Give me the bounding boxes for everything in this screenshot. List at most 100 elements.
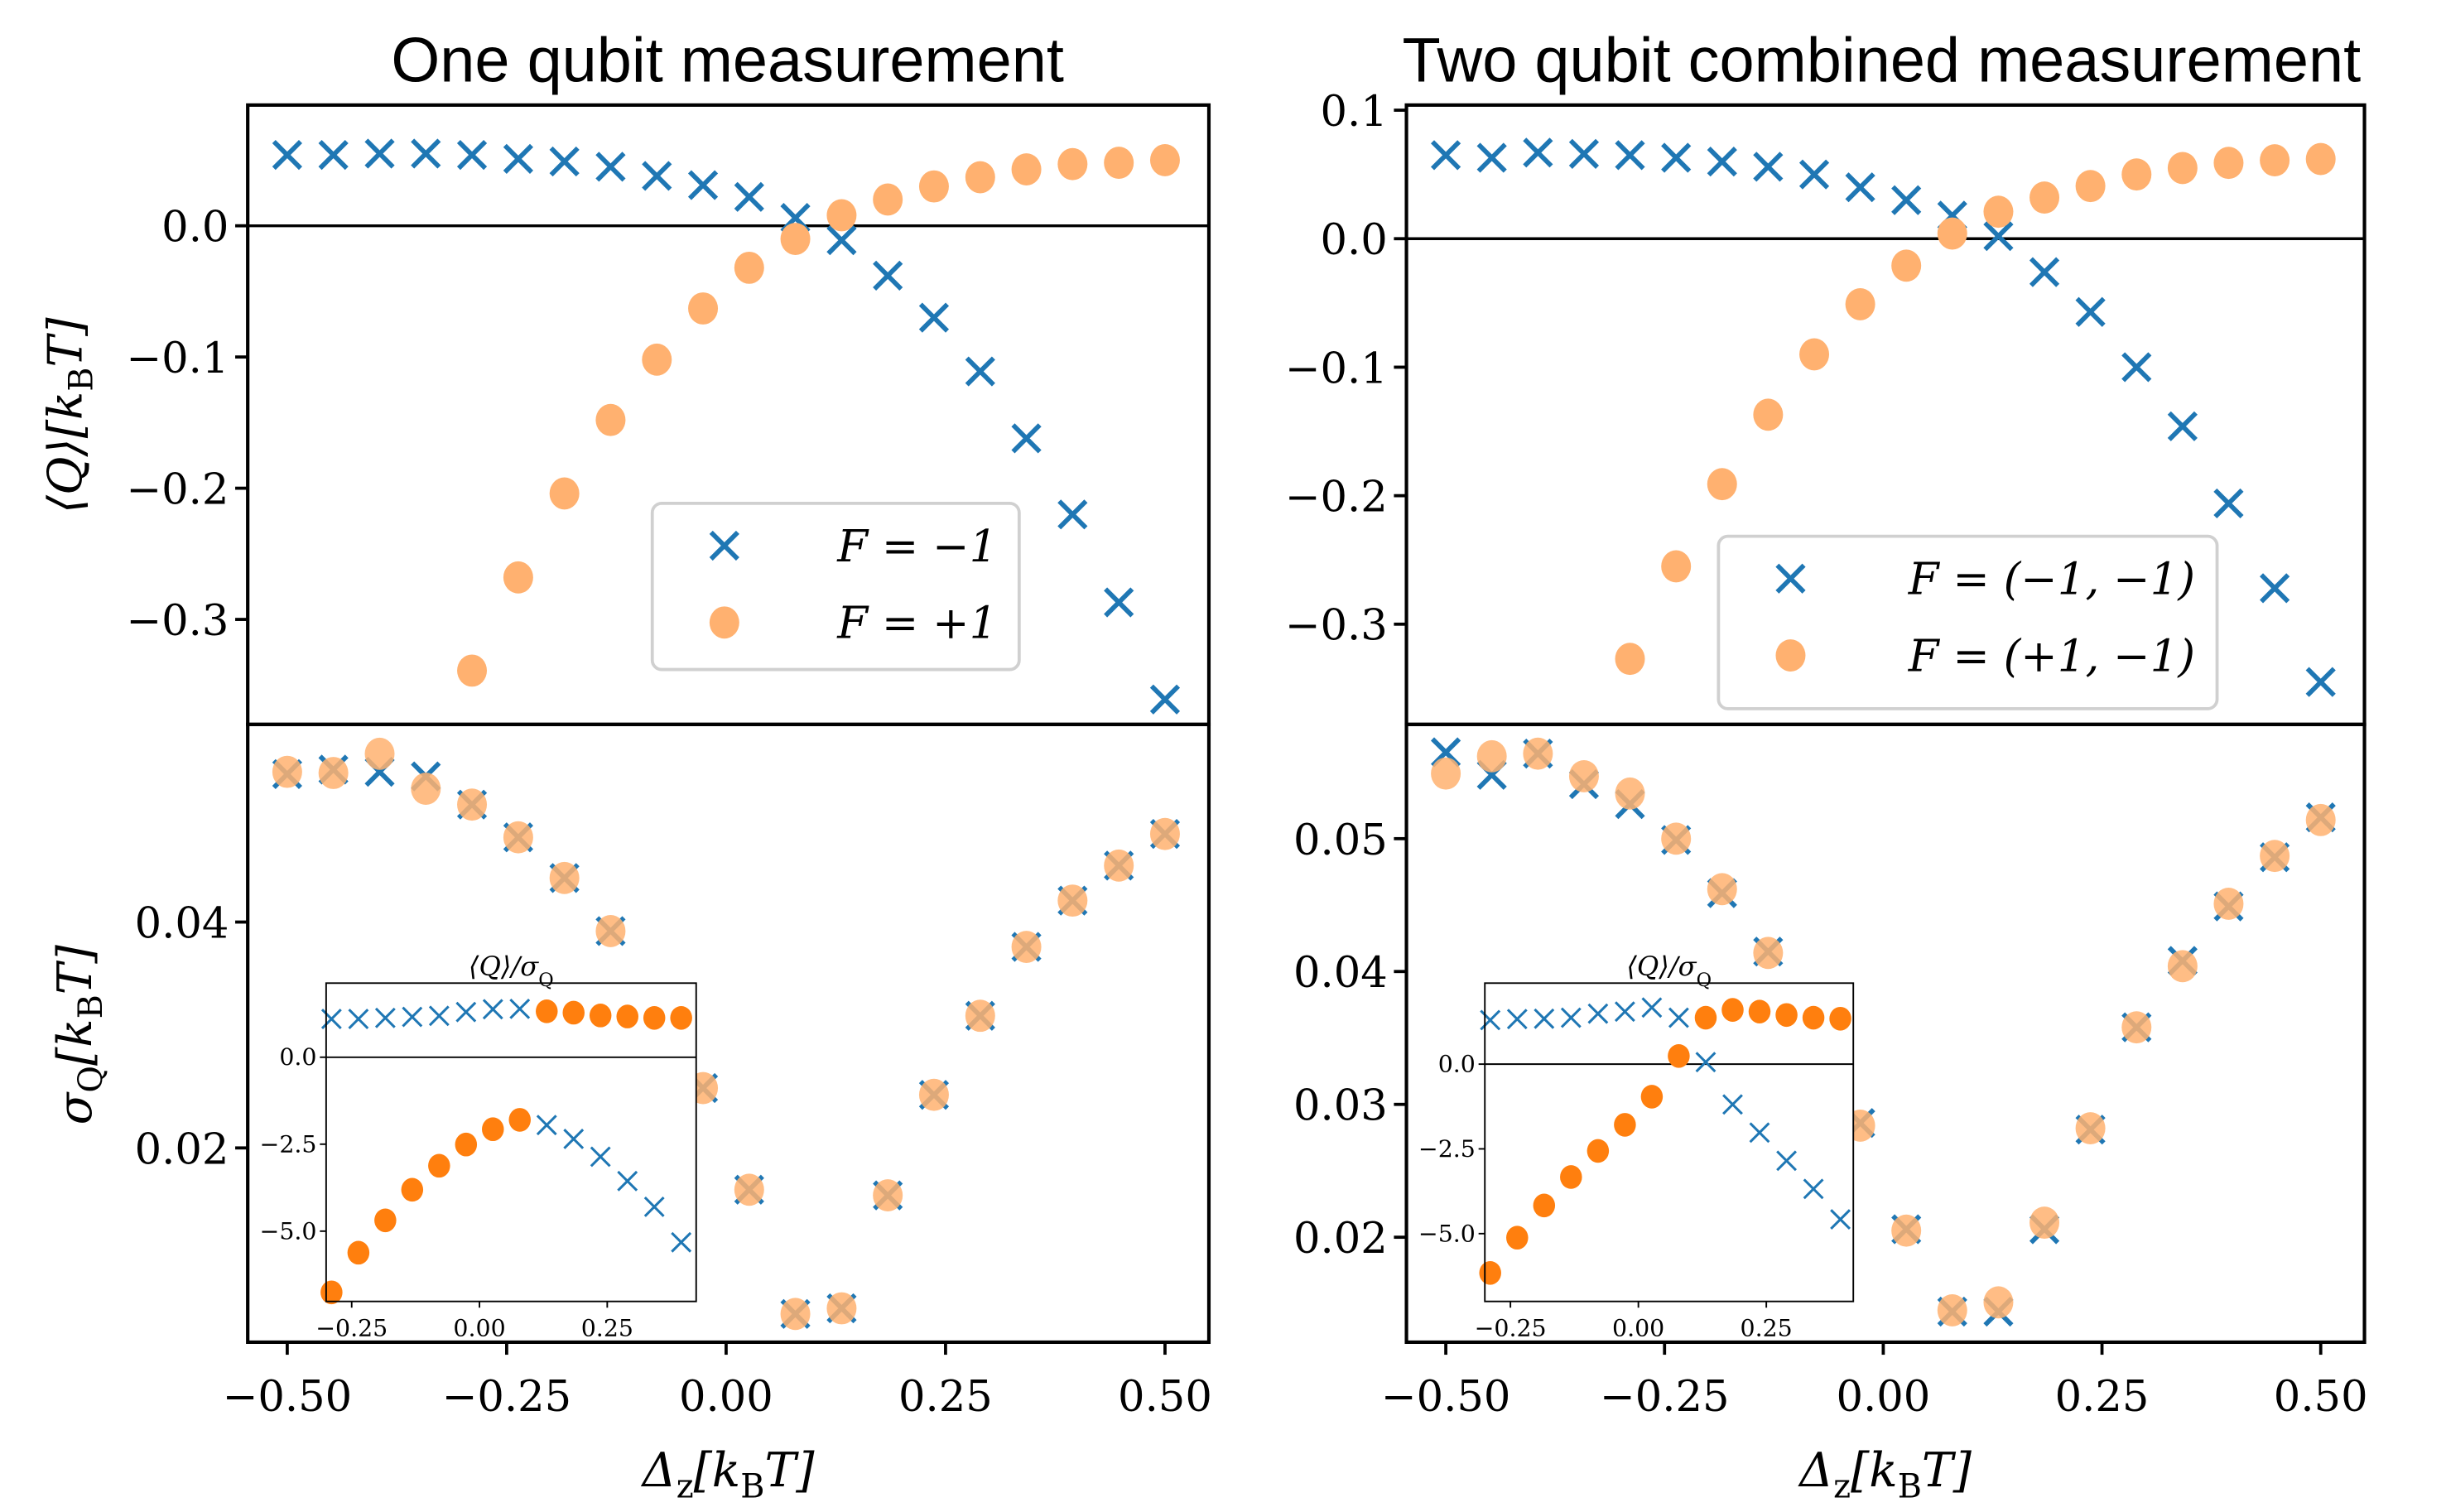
x-tick-label: −0.25 [442, 1373, 572, 1422]
legend-marker [1775, 639, 1806, 672]
series-x-markers [1430, 137, 2336, 697]
data-point [1104, 147, 1134, 180]
label-subscript: B [72, 994, 110, 1018]
inset-background [1485, 983, 1854, 1302]
inset-title: ⟨Q⟩/σQ​ [469, 951, 554, 991]
y-tick-label: 0.04 [135, 899, 229, 948]
y-axis-label-std: σQ​[kB​T] [48, 944, 110, 1124]
data-point [1845, 287, 1875, 320]
y-tick-label: 0.03 [1293, 1082, 1388, 1131]
x-tick-label: 0.50 [1118, 1373, 1212, 1422]
data-point [1798, 159, 1830, 190]
label-part: T] [38, 317, 93, 368]
x-tick-label: 0.00 [679, 1373, 773, 1422]
data-point [549, 477, 580, 510]
data-point [1476, 739, 1507, 773]
legend-label: F = −1 [836, 521, 997, 572]
data-point [320, 1009, 342, 1029]
data-point [2213, 488, 2244, 519]
data-point [670, 1005, 692, 1030]
data-point [1615, 140, 1645, 171]
data-point [2260, 144, 2290, 177]
data-point [1149, 144, 1180, 176]
y-tick-label: −5.0 [1418, 1220, 1476, 1247]
data-point [1149, 817, 1180, 850]
data-point [590, 1146, 611, 1168]
inset-x-tick-label: −0.25 [1475, 1314, 1547, 1341]
data-point [734, 251, 764, 284]
x-tick-label: −0.50 [223, 1373, 353, 1422]
data-point [1011, 423, 1042, 454]
data-point [918, 1078, 949, 1111]
label-part: [k [694, 1443, 741, 1498]
inset-axes: 0.0 −2.5 −5.0 [1418, 982, 1855, 1303]
inset-x-tick-label: 0.00 [1612, 1314, 1664, 1341]
data-point [2121, 1011, 2152, 1044]
data-point [780, 223, 811, 255]
data-point [318, 139, 349, 171]
data-point [734, 181, 764, 212]
data-point [2213, 147, 2244, 180]
data-point [1615, 643, 1645, 676]
data-point [1149, 684, 1181, 715]
data-point [2305, 803, 2336, 836]
data-point [2305, 142, 2336, 176]
data-point [595, 915, 626, 947]
legend-label: F = +1 [836, 598, 997, 649]
data-point [1430, 140, 1461, 171]
data-point [2029, 257, 2060, 287]
label-subscript: z [677, 1467, 694, 1505]
data-point [1057, 147, 1088, 181]
data-point [1803, 1178, 1824, 1200]
label-part: ⟨Q⟩/σ [1626, 951, 1697, 982]
data-point [2260, 840, 2290, 873]
data-point [2260, 573, 2290, 604]
data-point [1722, 1094, 1743, 1115]
y-tick-label: 0.0 [279, 1043, 316, 1071]
series-x-markers [1480, 997, 1851, 1230]
data-point [1983, 221, 2014, 252]
legend-label: F = (−1, −1) [1908, 554, 2195, 605]
label-subscript: B [1898, 1467, 1922, 1505]
data-point [2030, 1206, 2060, 1239]
data-point [1615, 777, 1645, 810]
data-point [873, 183, 903, 216]
data-point [1560, 1165, 1582, 1189]
legend-marker [709, 530, 739, 561]
x-tick-label: −0.50 [1381, 1373, 1511, 1422]
data-point [1568, 759, 1599, 792]
data-point [1523, 137, 1553, 168]
data-point [536, 1115, 557, 1136]
data-point [965, 356, 995, 387]
data-point [402, 1006, 423, 1028]
data-point [374, 1208, 397, 1233]
data-point [457, 654, 488, 687]
legend-frame [650, 501, 1021, 672]
data-point [643, 1196, 665, 1217]
label-subscript: Q [538, 970, 553, 991]
data-point [1775, 1003, 1798, 1028]
x-axis-label: Δz​[kB​T] [1798, 1443, 1972, 1505]
data-point [1891, 185, 1922, 215]
data-point [347, 1240, 370, 1265]
data-point [364, 737, 395, 770]
legend-marker [709, 606, 739, 639]
label-subscript: Q [1697, 970, 1712, 991]
data-point [1749, 1122, 1770, 1144]
data-point [1707, 147, 1737, 177]
y-tick-label: −5.0 [260, 1217, 317, 1245]
data-point [1694, 1005, 1717, 1030]
data-point [1695, 1052, 1717, 1073]
mean_panel-axes: 0.0 −0.1 −0.2 −0.3 [126, 103, 1211, 726]
data-point [1753, 398, 1784, 431]
data-point [1983, 1286, 2014, 1319]
series-x-markers [272, 138, 1181, 715]
y-tick-label: 0.0 [161, 204, 229, 253]
data-point [1891, 1214, 1922, 1247]
data-point [455, 1001, 477, 1023]
data-point [456, 139, 488, 171]
data-point [671, 1231, 692, 1253]
data-point [428, 1005, 450, 1027]
data-point [1891, 249, 1922, 282]
y-tick-label: 0.04 [1293, 949, 1388, 998]
